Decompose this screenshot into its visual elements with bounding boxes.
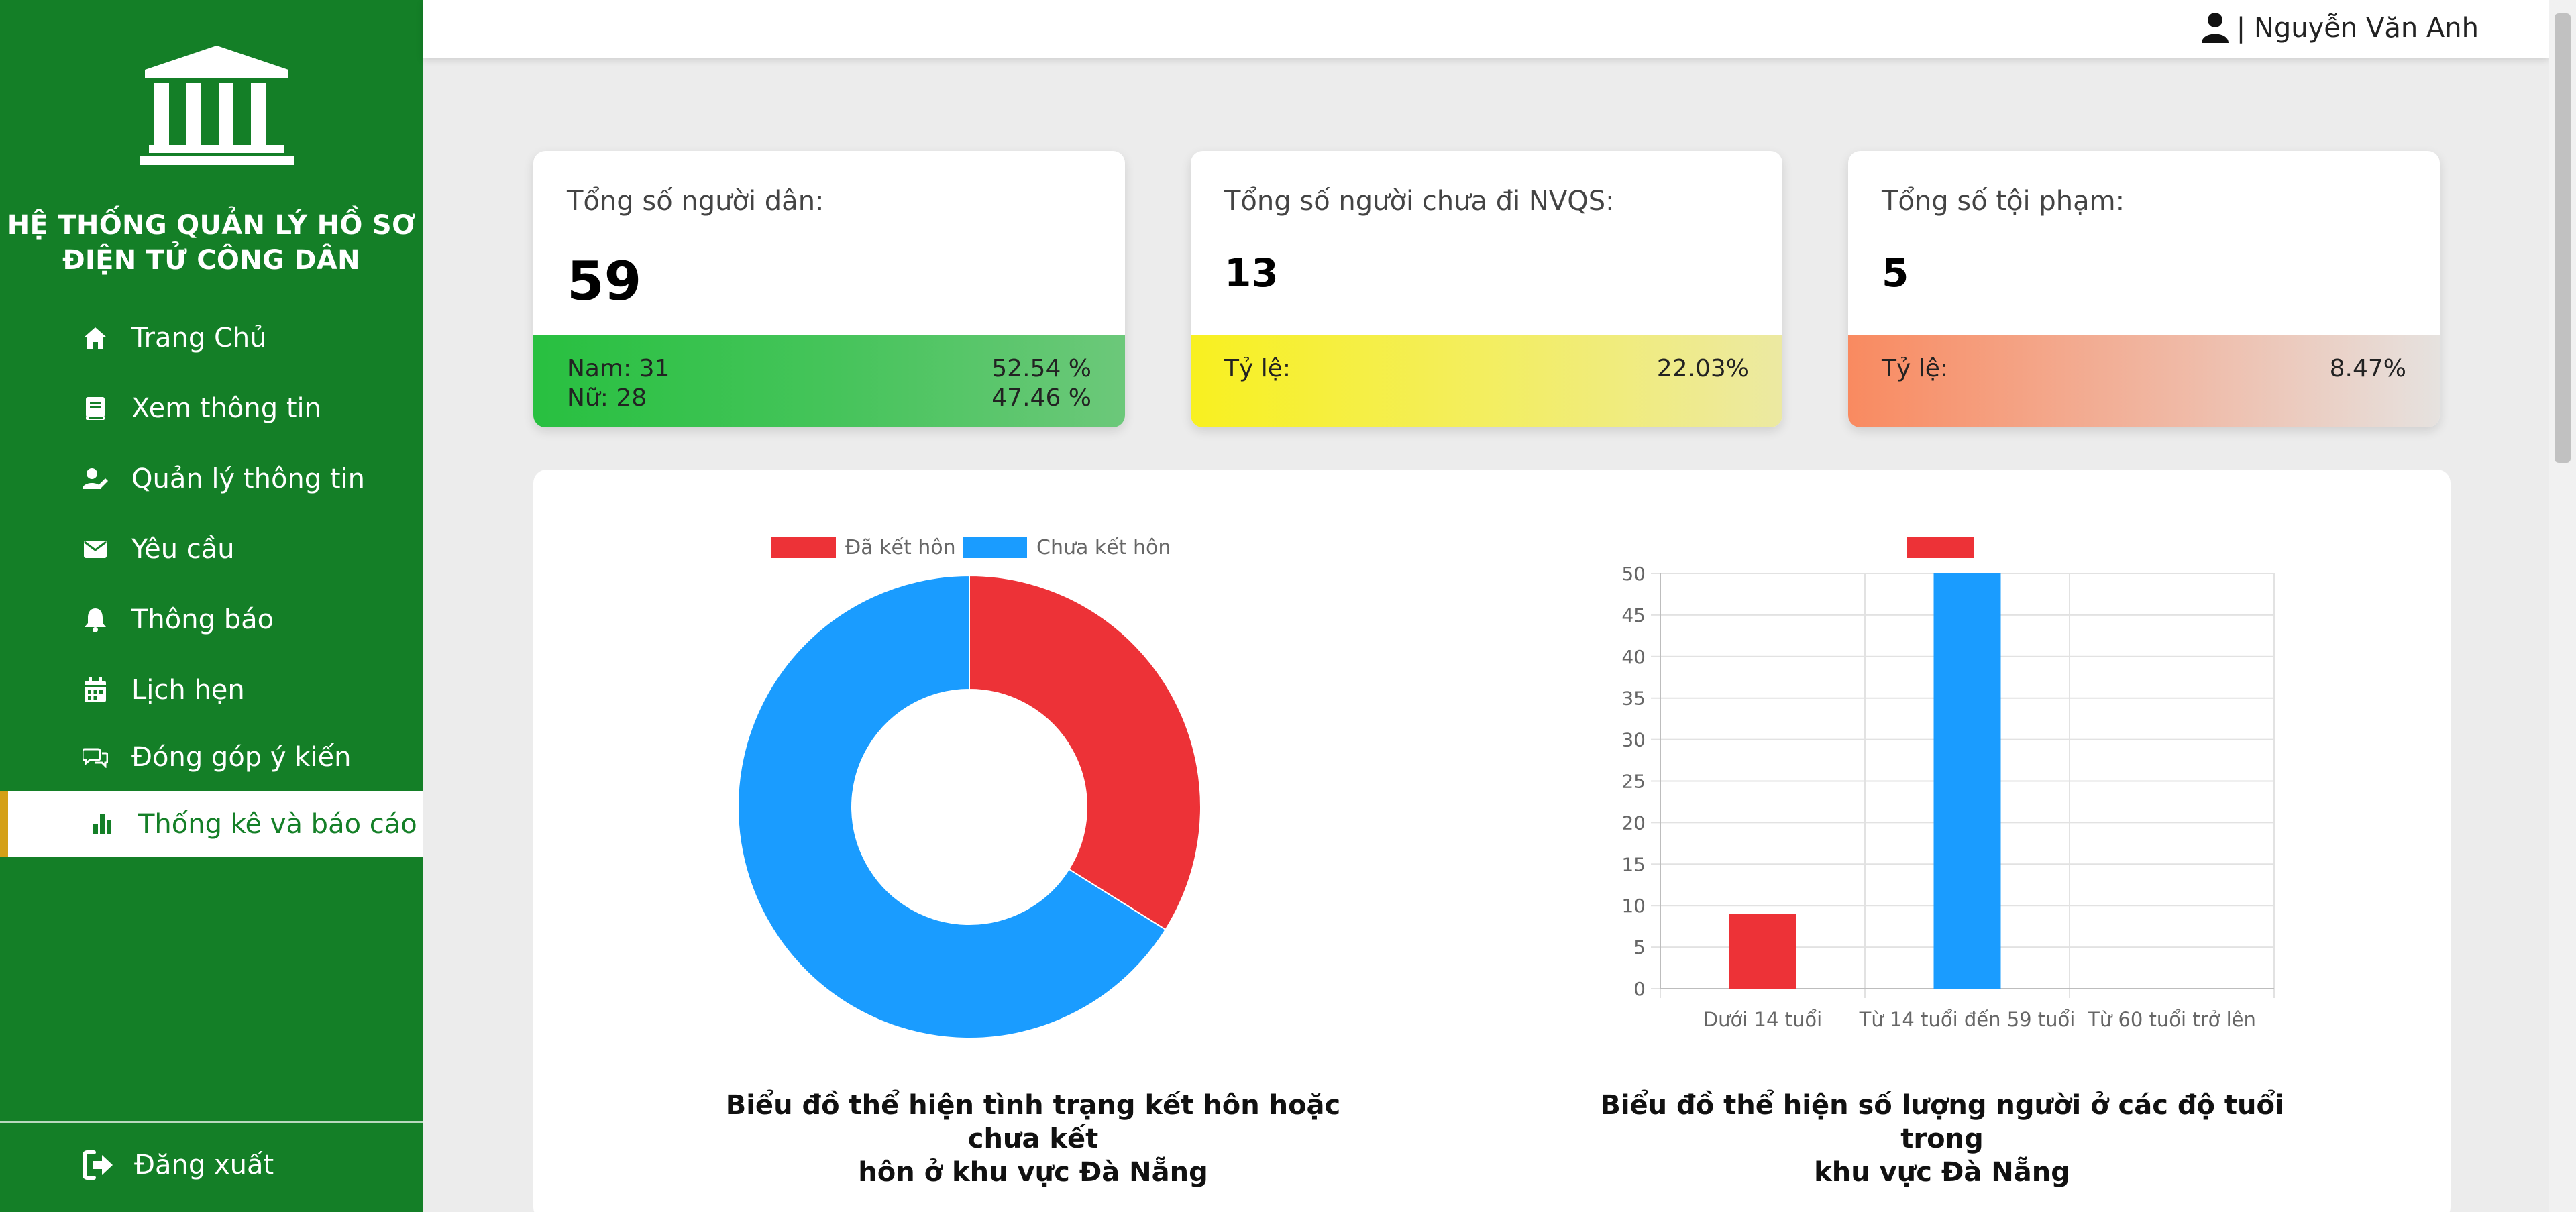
sidebar-item-appointments[interactable]: Lịch hẹn [0, 657, 423, 723]
y-tick-label: 10 [1621, 895, 1646, 917]
criminals-card: Tổng số tội phạm: 5 Tỷ lệ: 8.47% [1848, 151, 2440, 427]
sidebar-item-view-info[interactable]: Xem thông tin [0, 376, 423, 441]
sidebar-item-label: Thông báo [131, 604, 274, 635]
legend-swatch-1 [963, 537, 1027, 558]
criminals-footer: Tỷ lệ: 8.47% [1848, 335, 2440, 427]
app-title-line1: HỆ THỐNG QUẢN LÝ HỒ SƠ [7, 210, 416, 241]
x-tick-label: Từ 14 tuổi đến 59 tuổi [1859, 1008, 2076, 1031]
sidebar-item-notifications[interactable]: Thông báo [0, 587, 423, 653]
app-title-line2: ĐIỆN TỬ CÔNG DÂN [62, 245, 360, 276]
doughnut-caption-line1: Biểu đồ thể hiện tình trạng kết hôn hoặc… [725, 1090, 1341, 1154]
bar-caption-line2: khu vực Đà Nẵng [1814, 1157, 2070, 1188]
sidebar-divider [0, 1121, 423, 1123]
doughnut-slice-0 [969, 574, 1201, 931]
military-ratio: 22.03% [1656, 355, 1749, 382]
app-title: HỆ THỐNG QUẢN LÝ HỒ SƠ ĐIỆN TỬ CÔNG DÂN [0, 208, 423, 278]
y-tick-label: 25 [1621, 771, 1646, 793]
legend-swatch-0 [771, 537, 836, 558]
comments-icon [82, 744, 109, 771]
doughnut-slice-1 [737, 574, 1167, 1039]
y-tick-label: 15 [1621, 853, 1646, 875]
female-count: Nữ: 28 [567, 384, 647, 412]
military-ratio-label: Tỷ lệ: [1224, 355, 1291, 382]
y-tick-label: 30 [1621, 729, 1646, 751]
bar-chart-icon [89, 811, 115, 838]
military-value: 13 [1224, 250, 1279, 296]
doughnut-caption-line2: hôn ở khu vực Đà Nẵng [858, 1157, 1208, 1188]
envelope-icon [82, 536, 109, 563]
sidebar-item-requests[interactable]: Yêu cầu [0, 516, 423, 582]
sidebar: HỆ THỐNG QUẢN LÝ HỒ SƠ ĐIỆN TỬ CÔNG DÂN … [0, 0, 423, 1212]
military-label: Tổng số người chưa đi NVQS: [1224, 186, 1615, 217]
sidebar-item-label: Lịch hẹn [131, 675, 245, 706]
legend-label-1: Chưa kết hôn [1036, 536, 1171, 559]
y-tick-label: 35 [1621, 687, 1646, 710]
y-tick-label: 45 [1621, 604, 1646, 626]
sidebar-item-label: Thống kê và báo cáo [138, 809, 417, 840]
sidebar-item-statistics[interactable]: Thống kê và báo cáo [0, 791, 423, 857]
x-tick-label: Từ 60 tuổi trở lên [2087, 1008, 2256, 1031]
book-icon [82, 395, 109, 422]
user-edit-icon [82, 465, 109, 492]
marriage-doughnut-chart: Đã kết hôn Chưa kết hôn [737, 536, 1201, 1039]
male-count: Nam: 31 [567, 355, 670, 382]
age-bar-chart: 0 5 10 15 20 25 30 35 40 45 50 Dưới 14 tuổi Từ 14 tu… [1621, 537, 2275, 1031]
citizens-value: 59 [567, 250, 642, 313]
criminals-ratio-label: Tỷ lệ: [1882, 355, 1949, 382]
logout-label: Đăng xuất [134, 1150, 274, 1180]
scrollbar-thumb[interactable] [2555, 13, 2571, 463]
sidebar-item-feedback[interactable]: Đóng góp ý kiến [0, 724, 423, 790]
criminals-label: Tổng số tội phạm: [1882, 186, 2125, 217]
legend-label-0: Đã kết hôn [845, 536, 956, 559]
sidebar-item-label: Yêu cầu [131, 534, 235, 565]
sidebar-item-manage-info[interactable]: Quản lý thông tin [0, 446, 423, 512]
charts-panel: Đã kết hôn Chưa kết hôn 0 5 10 15 20 25 30 35 40 4… [533, 470, 2451, 1212]
sidebar-item-home[interactable]: Trang Chủ [0, 305, 423, 371]
sidebar-item-label: Đóng góp ý kiến [131, 742, 352, 773]
sign-out-icon [82, 1150, 115, 1180]
sidebar-item-label: Quản lý thông tin [131, 463, 366, 494]
home-icon [82, 325, 109, 351]
military-footer: Tỷ lệ: 22.03% [1191, 335, 1782, 427]
female-percent: 47.46 % [991, 384, 1091, 412]
criminals-ratio: 8.47% [2329, 355, 2406, 382]
logout-button[interactable]: Đăng xuất [82, 1148, 274, 1182]
doughnut-caption: Biểu đồ thể hiện tình trạng kết hôn hoặc… [691, 1089, 1375, 1189]
citizens-footer: Nam: 31 Nữ: 28 52.54 % 47.46 % [533, 335, 1125, 427]
courthouse-icon [140, 46, 294, 165]
bar-0 [1729, 914, 1796, 989]
sidebar-item-label: Trang Chủ [131, 323, 267, 353]
bell-icon [82, 606, 109, 633]
user-icon [2200, 12, 2230, 44]
y-tick-label: 0 [1633, 978, 1646, 1000]
y-tick-label: 40 [1621, 646, 1646, 668]
bar-caption-line1: Biểu đồ thể hiện số lượng người ở các độ… [1600, 1090, 2284, 1154]
calendar-icon [82, 677, 109, 704]
citizens-label: Tổng số người dân: [567, 186, 824, 217]
user-menu[interactable]: | Nguyễn Văn Anh [2200, 12, 2479, 44]
military-card: Tổng số người chưa đi NVQS: 13 Tỷ lệ: 22… [1191, 151, 1782, 427]
bar-legend-swatch [1907, 537, 1974, 558]
y-tick-label: 50 [1621, 563, 1646, 585]
y-tick-label: 20 [1621, 812, 1646, 834]
x-tick-label: Dưới 14 tuổi [1703, 1008, 1822, 1031]
male-percent: 52.54 % [991, 355, 1091, 382]
bar-caption: Biểu đồ thể hiện số lượng người ở các độ… [1593, 1089, 2291, 1189]
bar-1 [1933, 573, 2001, 989]
criminals-value: 5 [1882, 250, 1909, 296]
user-name: | Nguyễn Văn Anh [2236, 13, 2479, 44]
sidebar-item-label: Xem thông tin [131, 393, 322, 424]
page-scrollbar[interactable] [2549, 0, 2576, 1212]
top-header: | Nguyễn Văn Anh [423, 0, 2549, 58]
y-tick-label: 5 [1633, 936, 1646, 958]
citizens-card: Tổng số người dân: 59 Nam: 31 Nữ: 28 52.… [533, 151, 1125, 427]
